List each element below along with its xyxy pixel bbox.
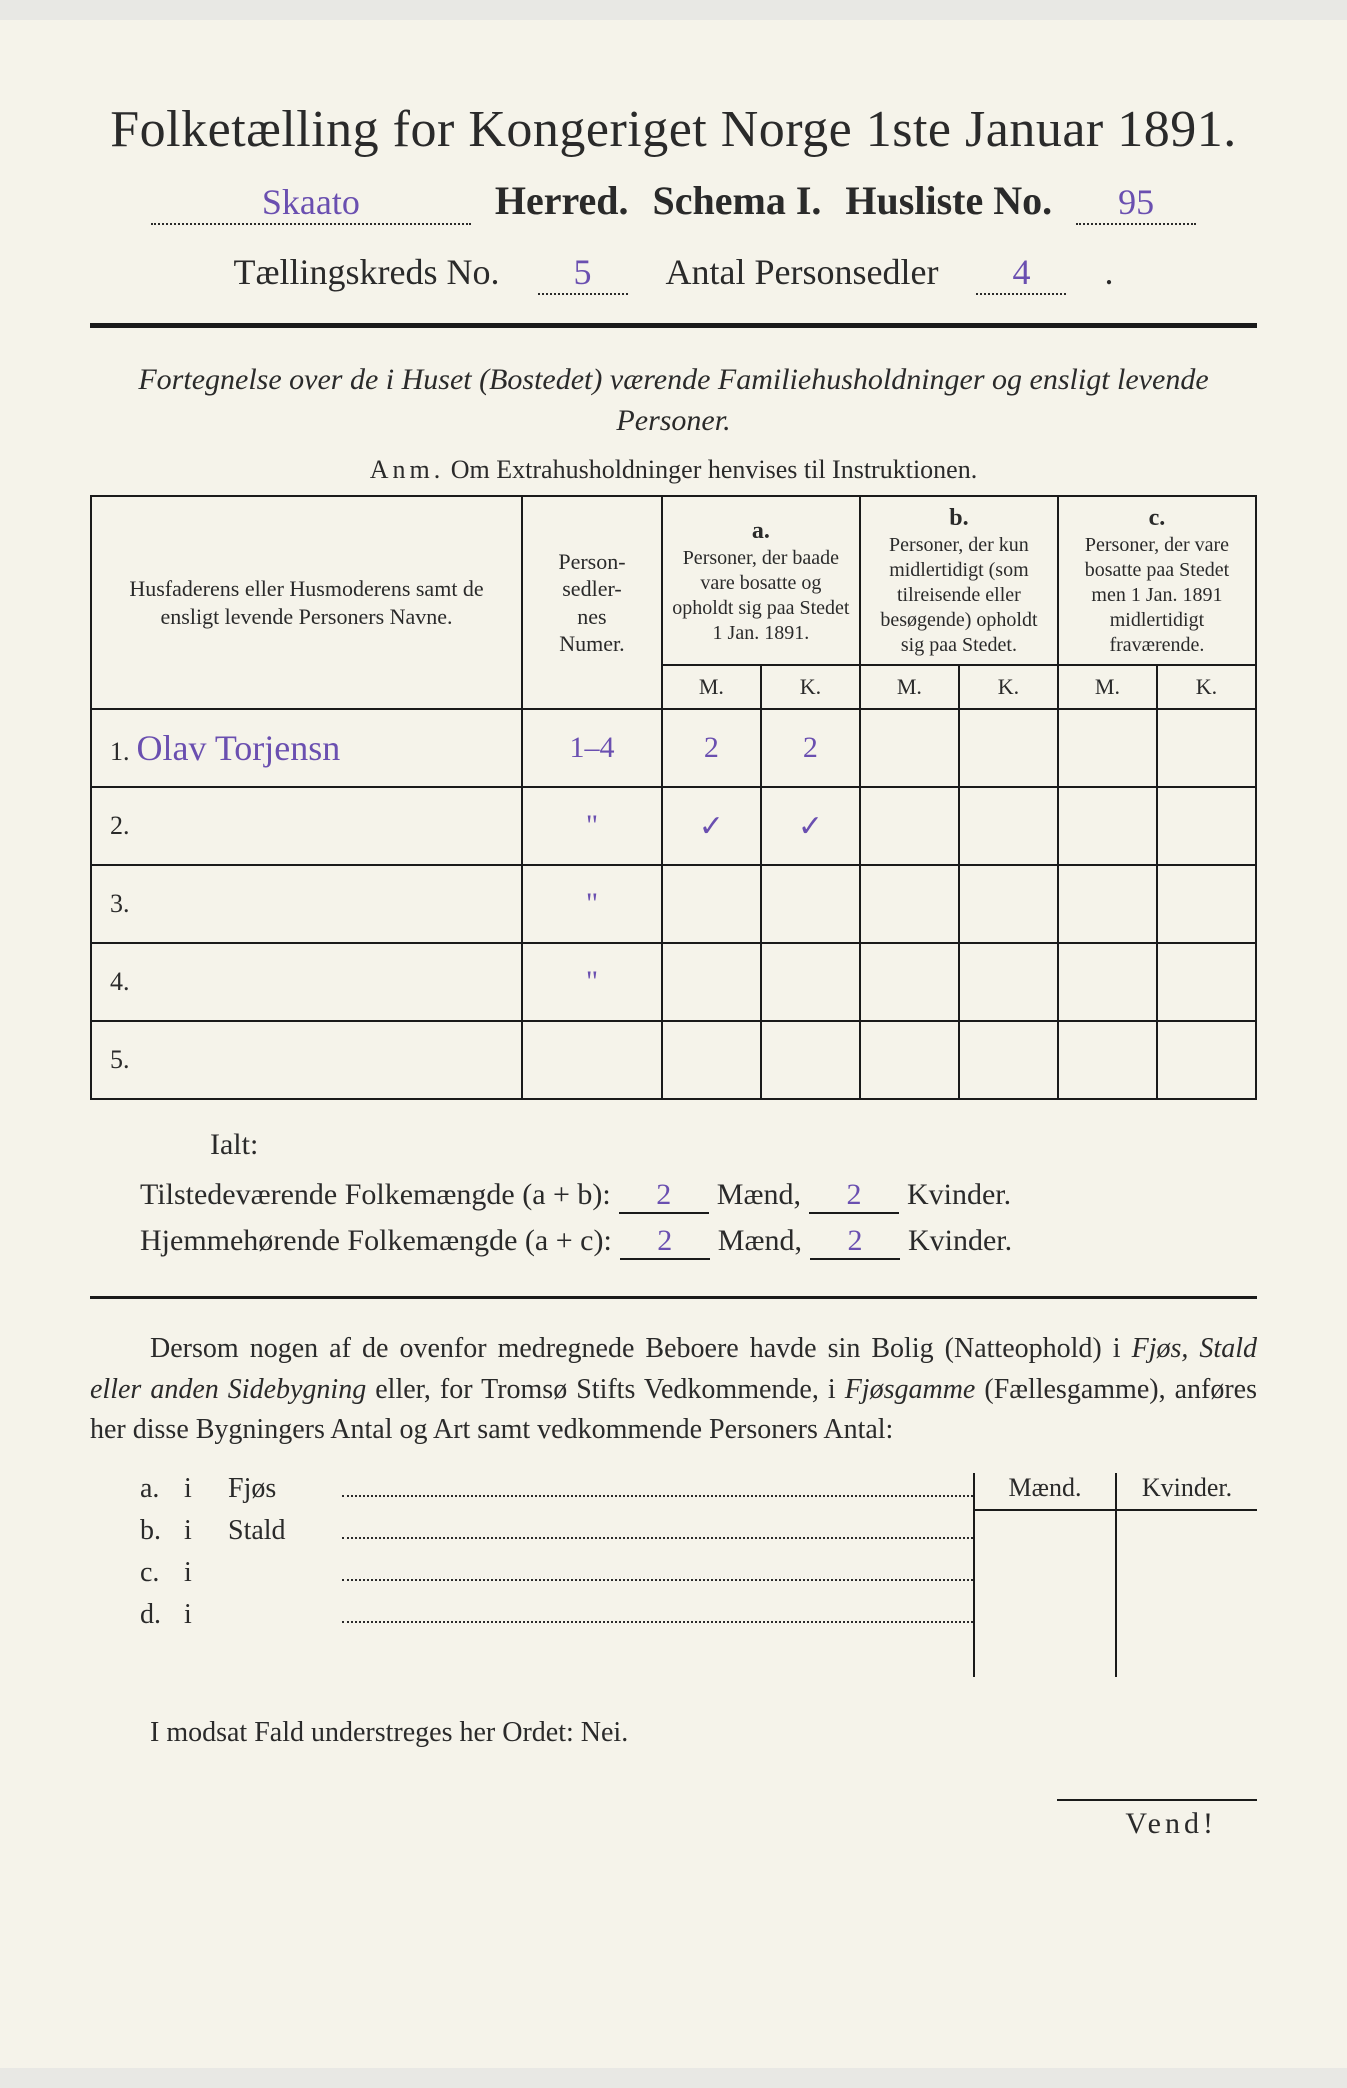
anm-text: Om Extrahusholdninger henvises til Instr… xyxy=(451,455,977,484)
row-c-k xyxy=(1157,1021,1256,1099)
sum-hjemme: Hjemmehørende Folkemængde (a + c): 2 Mæn… xyxy=(140,1224,1257,1260)
row-b-k xyxy=(959,865,1058,943)
row-cell: 1. Olav Torjensn xyxy=(91,709,522,787)
mk-box: Mænd. Kvinder. xyxy=(975,1473,1257,1677)
row-num: " xyxy=(522,943,662,1021)
row-c-m xyxy=(1058,1021,1157,1099)
col-header-name: Husfaderens eller Husmoderens samt de en… xyxy=(91,496,522,709)
row-b-m xyxy=(860,709,959,787)
anm-label: Anm. xyxy=(370,455,445,484)
sidebld-row: d.i xyxy=(140,1599,973,1631)
col-b-k: K. xyxy=(959,665,1058,709)
row-cell: 5. xyxy=(91,1021,522,1099)
sum-tilstede: Tilstedeværende Folkemængde (a + b): 2 M… xyxy=(140,1178,1257,1214)
hjemme-k: 2 xyxy=(810,1224,900,1260)
page-title: Folketælling for Kongeriget Norge 1ste J… xyxy=(90,100,1257,159)
row-b-m xyxy=(860,865,959,943)
header-line-2: Skaato Herred. Schema I. Husliste No. 95 xyxy=(90,177,1257,225)
row-a-k xyxy=(761,943,860,1021)
side-building-list: a.iFjøs b.iStald c.i d.i xyxy=(140,1473,973,1677)
row-b-m xyxy=(860,943,959,1021)
row-num: 1–4 xyxy=(522,709,662,787)
col-header-number: Person- sedler- nes Numer. xyxy=(522,496,662,709)
col-group-c: c. Personer, der vare bosatte paa Stedet… xyxy=(1058,496,1256,665)
row-a-m: 2 xyxy=(662,709,761,787)
row-b-m xyxy=(860,787,959,865)
col-b-m: M. xyxy=(860,665,959,709)
row-num xyxy=(522,1021,662,1099)
divider-thin xyxy=(90,1296,1257,1299)
row-c-m xyxy=(1058,865,1157,943)
side-building-paragraph: Dersom nogen af de ovenfor medregnede Be… xyxy=(90,1329,1257,1451)
ialt-label: Ialt: xyxy=(210,1128,1257,1162)
row-c-k xyxy=(1157,865,1256,943)
census-form-page: Folketælling for Kongeriget Norge 1ste J… xyxy=(0,20,1347,2068)
row-num: " xyxy=(522,787,662,865)
row-c-k xyxy=(1157,787,1256,865)
antal-value: 4 xyxy=(976,251,1066,295)
row-b-m xyxy=(860,1021,959,1099)
herred-value: Skaato xyxy=(151,181,471,225)
row-c-m xyxy=(1058,943,1157,1021)
side-building-block: a.iFjøs b.iStald c.i d.i Mænd. Kvinder. xyxy=(140,1473,1257,1677)
row-a-m xyxy=(662,943,761,1021)
row-a-m xyxy=(662,865,761,943)
mk-col-kvinder: Kvinder. xyxy=(1117,1473,1257,1677)
kreds-label: Tællingskreds No. xyxy=(234,251,500,293)
row-cell: 3. xyxy=(91,865,522,943)
row-cell: 4. xyxy=(91,943,522,1021)
row-c-m xyxy=(1058,709,1157,787)
table-row: 5. xyxy=(91,1021,1256,1099)
row-a-k: ✓ xyxy=(761,787,860,865)
row-b-k xyxy=(959,709,1058,787)
row-cell: 2. xyxy=(91,787,522,865)
row-num: " xyxy=(522,865,662,943)
col-c-m: M. xyxy=(1058,665,1157,709)
schema-label: Schema I. xyxy=(653,177,822,224)
husliste-value: 95 xyxy=(1076,181,1196,225)
row-a-k: 2 xyxy=(761,709,860,787)
anm-line: Anm. Om Extrahusholdninger henvises til … xyxy=(90,455,1257,485)
table-row: 3. " xyxy=(91,865,1256,943)
row-b-k xyxy=(959,943,1058,1021)
row-c-m xyxy=(1058,787,1157,865)
col-a-m: M. xyxy=(662,665,761,709)
hjemme-m: 2 xyxy=(620,1224,710,1260)
sidebld-row: c.i xyxy=(140,1557,973,1589)
row-a-m: ✓ xyxy=(662,787,761,865)
col-c-k: K. xyxy=(1157,665,1256,709)
mk-col-maend: Mænd. xyxy=(975,1473,1115,1677)
row-c-k xyxy=(1157,943,1256,1021)
col-a-k: K. xyxy=(761,665,860,709)
row-b-k xyxy=(959,787,1058,865)
row-b-k xyxy=(959,1021,1058,1099)
table-row: 2. "✓✓ xyxy=(91,787,1256,865)
header-line-3: Tællingskreds No. 5 Antal Personsedler 4… xyxy=(90,251,1257,295)
col-group-b: b. Personer, der kun midlertidigt (som t… xyxy=(860,496,1058,665)
antal-label: Antal Personsedler xyxy=(666,251,939,293)
herred-label: Herred. xyxy=(495,177,629,224)
row-c-k xyxy=(1157,709,1256,787)
row-a-m xyxy=(662,1021,761,1099)
table-row: 1. Olav Torjensn1–422 xyxy=(91,709,1256,787)
nei-line: I modsat Fald understreges her Ordet: Ne… xyxy=(90,1717,1257,1749)
row-a-k xyxy=(761,1021,860,1099)
sidebld-row: b.iStald xyxy=(140,1515,973,1547)
table-body: 1. Olav Torjensn1–4222. "✓✓3. "4. "5. xyxy=(91,709,1256,1099)
subtitle: Fortegnelse over de i Huset (Bostedet) v… xyxy=(90,360,1257,441)
tilstede-m: 2 xyxy=(619,1178,709,1214)
vend-label: Vend! xyxy=(1057,1799,1257,1841)
row-a-k xyxy=(761,865,860,943)
col-group-a: a. Personer, der baade vare bosatte og o… xyxy=(662,496,860,665)
tilstede-k: 2 xyxy=(809,1178,899,1214)
table-row: 4. " xyxy=(91,943,1256,1021)
husliste-label: Husliste No. xyxy=(845,177,1052,224)
sidebld-row: a.iFjøs xyxy=(140,1473,973,1505)
household-table: Husfaderens eller Husmoderens samt de en… xyxy=(90,495,1257,1100)
kreds-value: 5 xyxy=(538,251,628,295)
divider-thick xyxy=(90,323,1257,328)
